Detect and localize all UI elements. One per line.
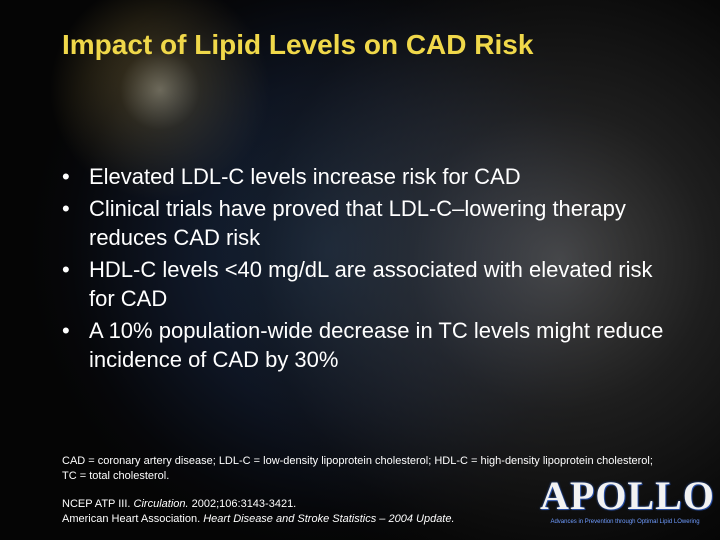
- slide-title: Impact of Lipid Levels on CAD Risk: [62, 29, 534, 60]
- bullet: HDL-C levels <40 mg/dL are associated wi…: [62, 255, 682, 313]
- bullet: Elevated LDL-C levels increase risk for …: [62, 162, 682, 191]
- reference: American Heart Association. Heart Diseas…: [62, 512, 522, 527]
- bullet: A 10% population-wide decrease in TC lev…: [62, 316, 682, 374]
- logo-tagline: Advances in Prevention through Optimal L…: [550, 519, 700, 525]
- reference: NCEP ATP III. Circulation. 2002;106:3143…: [62, 497, 522, 512]
- ref-details: 2002;106:3143-3421.: [191, 498, 297, 510]
- ref-journal: Circulation.: [133, 498, 189, 510]
- bullet-list: Elevated LDL-C levels increase risk for …: [62, 162, 682, 377]
- ref-journal: Heart Disease and Stroke Statistics – 20…: [203, 513, 455, 525]
- references: NCEP ATP III. Circulation. 2002;106:3143…: [62, 497, 522, 527]
- footnote: CAD = coronary artery disease; LDL-C = l…: [62, 455, 653, 482]
- bullet: Clinical trials have proved that LDL-C–l…: [62, 194, 682, 252]
- logo: APOLLO Advances in Prevention through Op…: [540, 473, 715, 526]
- logo-name: APOLLO: [540, 473, 715, 518]
- ref-source: NCEP ATP III.: [62, 498, 131, 510]
- ref-source: American Heart Association.: [62, 513, 201, 525]
